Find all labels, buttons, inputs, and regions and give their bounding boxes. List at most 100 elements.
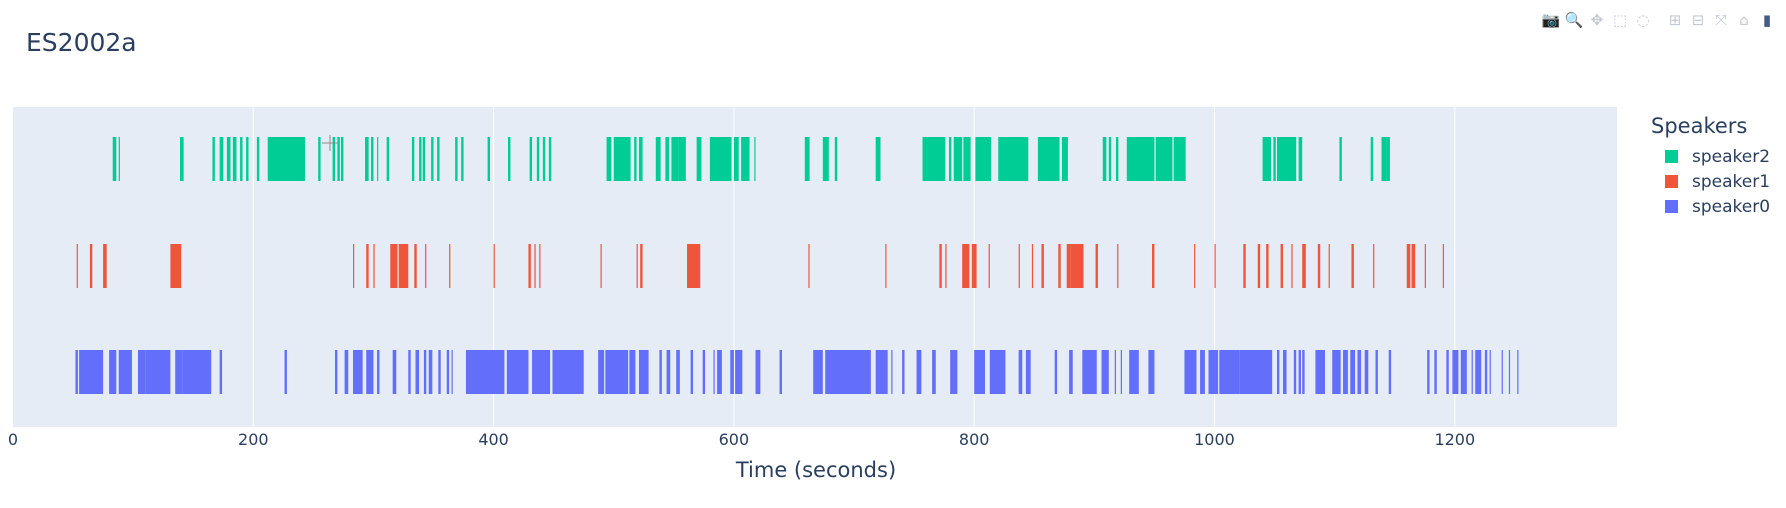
segment-bar[interactable]: [733, 137, 739, 181]
segment-bar[interactable]: [493, 244, 495, 288]
segment-bar[interactable]: [1276, 350, 1280, 394]
segment-bar[interactable]: [337, 137, 340, 181]
segment-bar[interactable]: [75, 350, 78, 394]
segment-bar[interactable]: [1339, 137, 1342, 181]
segment-bar[interactable]: [246, 137, 249, 181]
segment-bar[interactable]: [1460, 350, 1467, 394]
legend-item-speaker0[interactable]: speaker0: [1651, 194, 1770, 219]
segment-bar[interactable]: [730, 350, 734, 394]
segment-bar[interactable]: [687, 244, 701, 288]
segment-bar[interactable]: [1054, 350, 1058, 394]
segment-bar[interactable]: [1302, 350, 1305, 394]
segment-bar[interactable]: [1114, 350, 1116, 394]
segment-bar[interactable]: [945, 244, 947, 288]
segment-bar[interactable]: [392, 350, 397, 394]
segment-bar[interactable]: [1001, 137, 1029, 181]
segment-bar[interactable]: [655, 137, 661, 181]
segment-bar[interactable]: [971, 244, 977, 288]
segment-bar[interactable]: [600, 244, 602, 288]
segment-bar[interactable]: [1102, 137, 1107, 181]
segment-bar[interactable]: [76, 244, 78, 288]
segment-bar[interactable]: [948, 137, 952, 181]
segment-bar[interactable]: [659, 350, 662, 394]
segment-bar[interactable]: [665, 137, 670, 181]
segment-bar[interactable]: [423, 350, 427, 394]
segment-bar[interactable]: [1184, 350, 1197, 394]
segment-bar[interactable]: [219, 137, 224, 181]
segment-bar[interactable]: [371, 137, 374, 181]
segment-bar[interactable]: [825, 350, 871, 394]
segment-bar[interactable]: [175, 350, 183, 394]
segment-bar[interactable]: [386, 137, 390, 181]
segment-bar[interactable]: [332, 137, 335, 181]
segment-bar[interactable]: [109, 350, 117, 394]
segment-bar[interactable]: [335, 350, 338, 394]
segment-bar[interactable]: [1115, 137, 1119, 181]
segment-bar[interactable]: [1148, 350, 1155, 394]
segment-bar[interactable]: [365, 137, 369, 181]
segment-bar[interactable]: [1126, 137, 1155, 181]
segment-bar[interactable]: [1386, 137, 1390, 181]
segment-bar[interactable]: [1273, 137, 1276, 181]
segment-bar[interactable]: [1266, 244, 1269, 288]
segment-bar[interactable]: [598, 350, 605, 394]
segment-bar[interactable]: [1424, 244, 1426, 288]
segment-bar[interactable]: [939, 244, 942, 288]
segment-bar[interactable]: [318, 137, 321, 181]
segment-bar[interactable]: [390, 244, 398, 288]
segment-bar[interactable]: [89, 244, 93, 288]
segment-bar[interactable]: [1364, 350, 1369, 394]
segment-bar[interactable]: [1031, 244, 1034, 288]
segment-bar[interactable]: [455, 137, 458, 181]
segment-bar[interactable]: [1315, 350, 1326, 394]
segment-bar[interactable]: [779, 350, 782, 394]
segment-bar[interactable]: [834, 137, 838, 181]
segment-bar[interactable]: [1095, 244, 1098, 288]
segment-bar[interactable]: [1434, 350, 1437, 394]
segment-bar[interactable]: [885, 244, 887, 288]
segment-bar[interactable]: [1194, 244, 1196, 288]
segment-bar[interactable]: [1280, 244, 1283, 288]
segment-bar[interactable]: [634, 137, 637, 181]
segment-bar[interactable]: [145, 350, 171, 394]
segment-bar[interactable]: [1381, 137, 1387, 181]
segment-bar[interactable]: [118, 137, 120, 181]
segment-bar[interactable]: [1350, 350, 1356, 394]
zoom-out-icon[interactable]: ⊟: [1691, 11, 1705, 29]
segment-bar[interactable]: [671, 137, 679, 181]
segment-bar[interactable]: [1293, 350, 1297, 394]
box-select-icon[interactable]: ⬚: [1612, 11, 1628, 29]
segment-bar[interactable]: [638, 350, 649, 394]
segment-bar[interactable]: [1489, 350, 1491, 394]
segment-bar[interactable]: [353, 244, 355, 288]
segment-bar[interactable]: [962, 244, 970, 288]
segment-bar[interactable]: [112, 137, 117, 181]
segment-bar[interactable]: [353, 350, 363, 394]
segment-bar[interactable]: [419, 137, 422, 181]
series-speaker2[interactable]: [112, 137, 1390, 181]
segment-bar[interactable]: [1276, 137, 1297, 181]
segment-bar[interactable]: [256, 137, 260, 181]
segment-bar[interactable]: [1200, 350, 1205, 394]
segment-bar[interactable]: [377, 350, 380, 394]
segment-bar[interactable]: [1214, 244, 1216, 288]
segment-bar[interactable]: [1298, 350, 1301, 394]
segment-bar[interactable]: [529, 137, 533, 181]
segment-bar[interactable]: [534, 244, 536, 288]
segment-bar[interactable]: [1411, 244, 1416, 288]
segment-bar[interactable]: [532, 350, 551, 394]
segment-bar[interactable]: [1343, 350, 1348, 394]
segment-bar[interactable]: [267, 137, 305, 181]
segment-bar[interactable]: [428, 350, 433, 394]
segment-bar[interactable]: [465, 350, 505, 394]
segment-bar[interactable]: [1508, 350, 1511, 394]
segment-bar[interactable]: [606, 137, 612, 181]
segment-bar[interactable]: [408, 350, 411, 394]
segment-bar[interactable]: [717, 350, 722, 394]
segment-bar[interactable]: [808, 244, 810, 288]
segment-bar[interactable]: [822, 137, 829, 181]
segment-bar[interactable]: [377, 137, 379, 181]
camera-icon[interactable]: 📷: [1541, 11, 1561, 29]
segment-bar[interactable]: [366, 350, 374, 394]
